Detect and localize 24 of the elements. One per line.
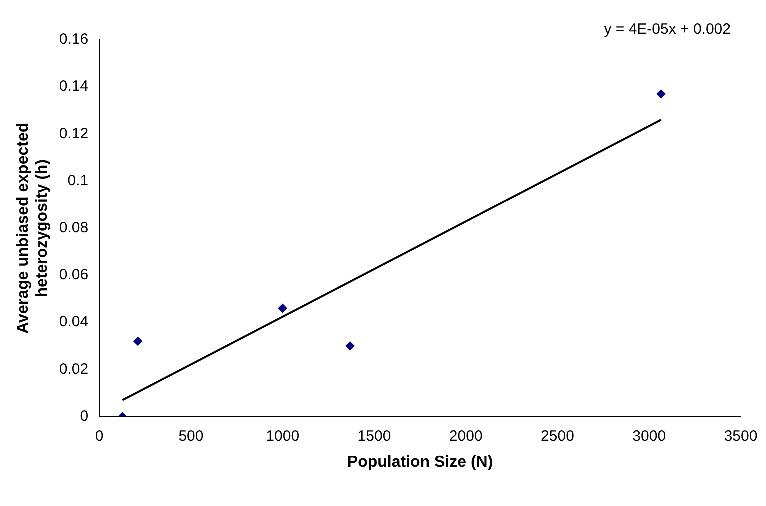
y-tick-label: 0.16 — [59, 31, 89, 48]
y-tick-label: 0.1 — [68, 172, 89, 190]
point — [656, 90, 666, 99]
y-tick-label: 0.08 — [59, 220, 89, 237]
point — [346, 342, 355, 351]
y-tick-label: 0.02 — [59, 360, 89, 378]
y-tick-label: 0.12 — [59, 125, 89, 142]
y-tick-label: 0.06 — [59, 266, 89, 284]
point — [278, 304, 288, 313]
text: y = 4E-05x + 0.002 — [604, 21, 731, 38]
x-tick-label: 2000 — [449, 428, 483, 445]
x-tick-label: 0 — [95, 428, 104, 445]
y-tick-label: 0 — [80, 408, 89, 425]
y-axis-title: Average unbiased expected heterozygosity (h) — [15, 122, 52, 334]
x-tick-label: 3000 — [632, 428, 666, 445]
x-axis-title: Population Size (N) — [347, 454, 494, 471]
x-tick-label: 3500 — [724, 428, 758, 445]
y-tick-label: 0.04 — [59, 314, 89, 331]
x-tick-label: 1000 — [266, 428, 300, 445]
point — [134, 336, 143, 346]
x-tick-label: 2500 — [541, 428, 574, 445]
x-tick-label: 500 — [178, 428, 204, 445]
x-tick-label: 1500 — [358, 428, 392, 445]
y-tick-label: 0.14 — [59, 78, 89, 96]
